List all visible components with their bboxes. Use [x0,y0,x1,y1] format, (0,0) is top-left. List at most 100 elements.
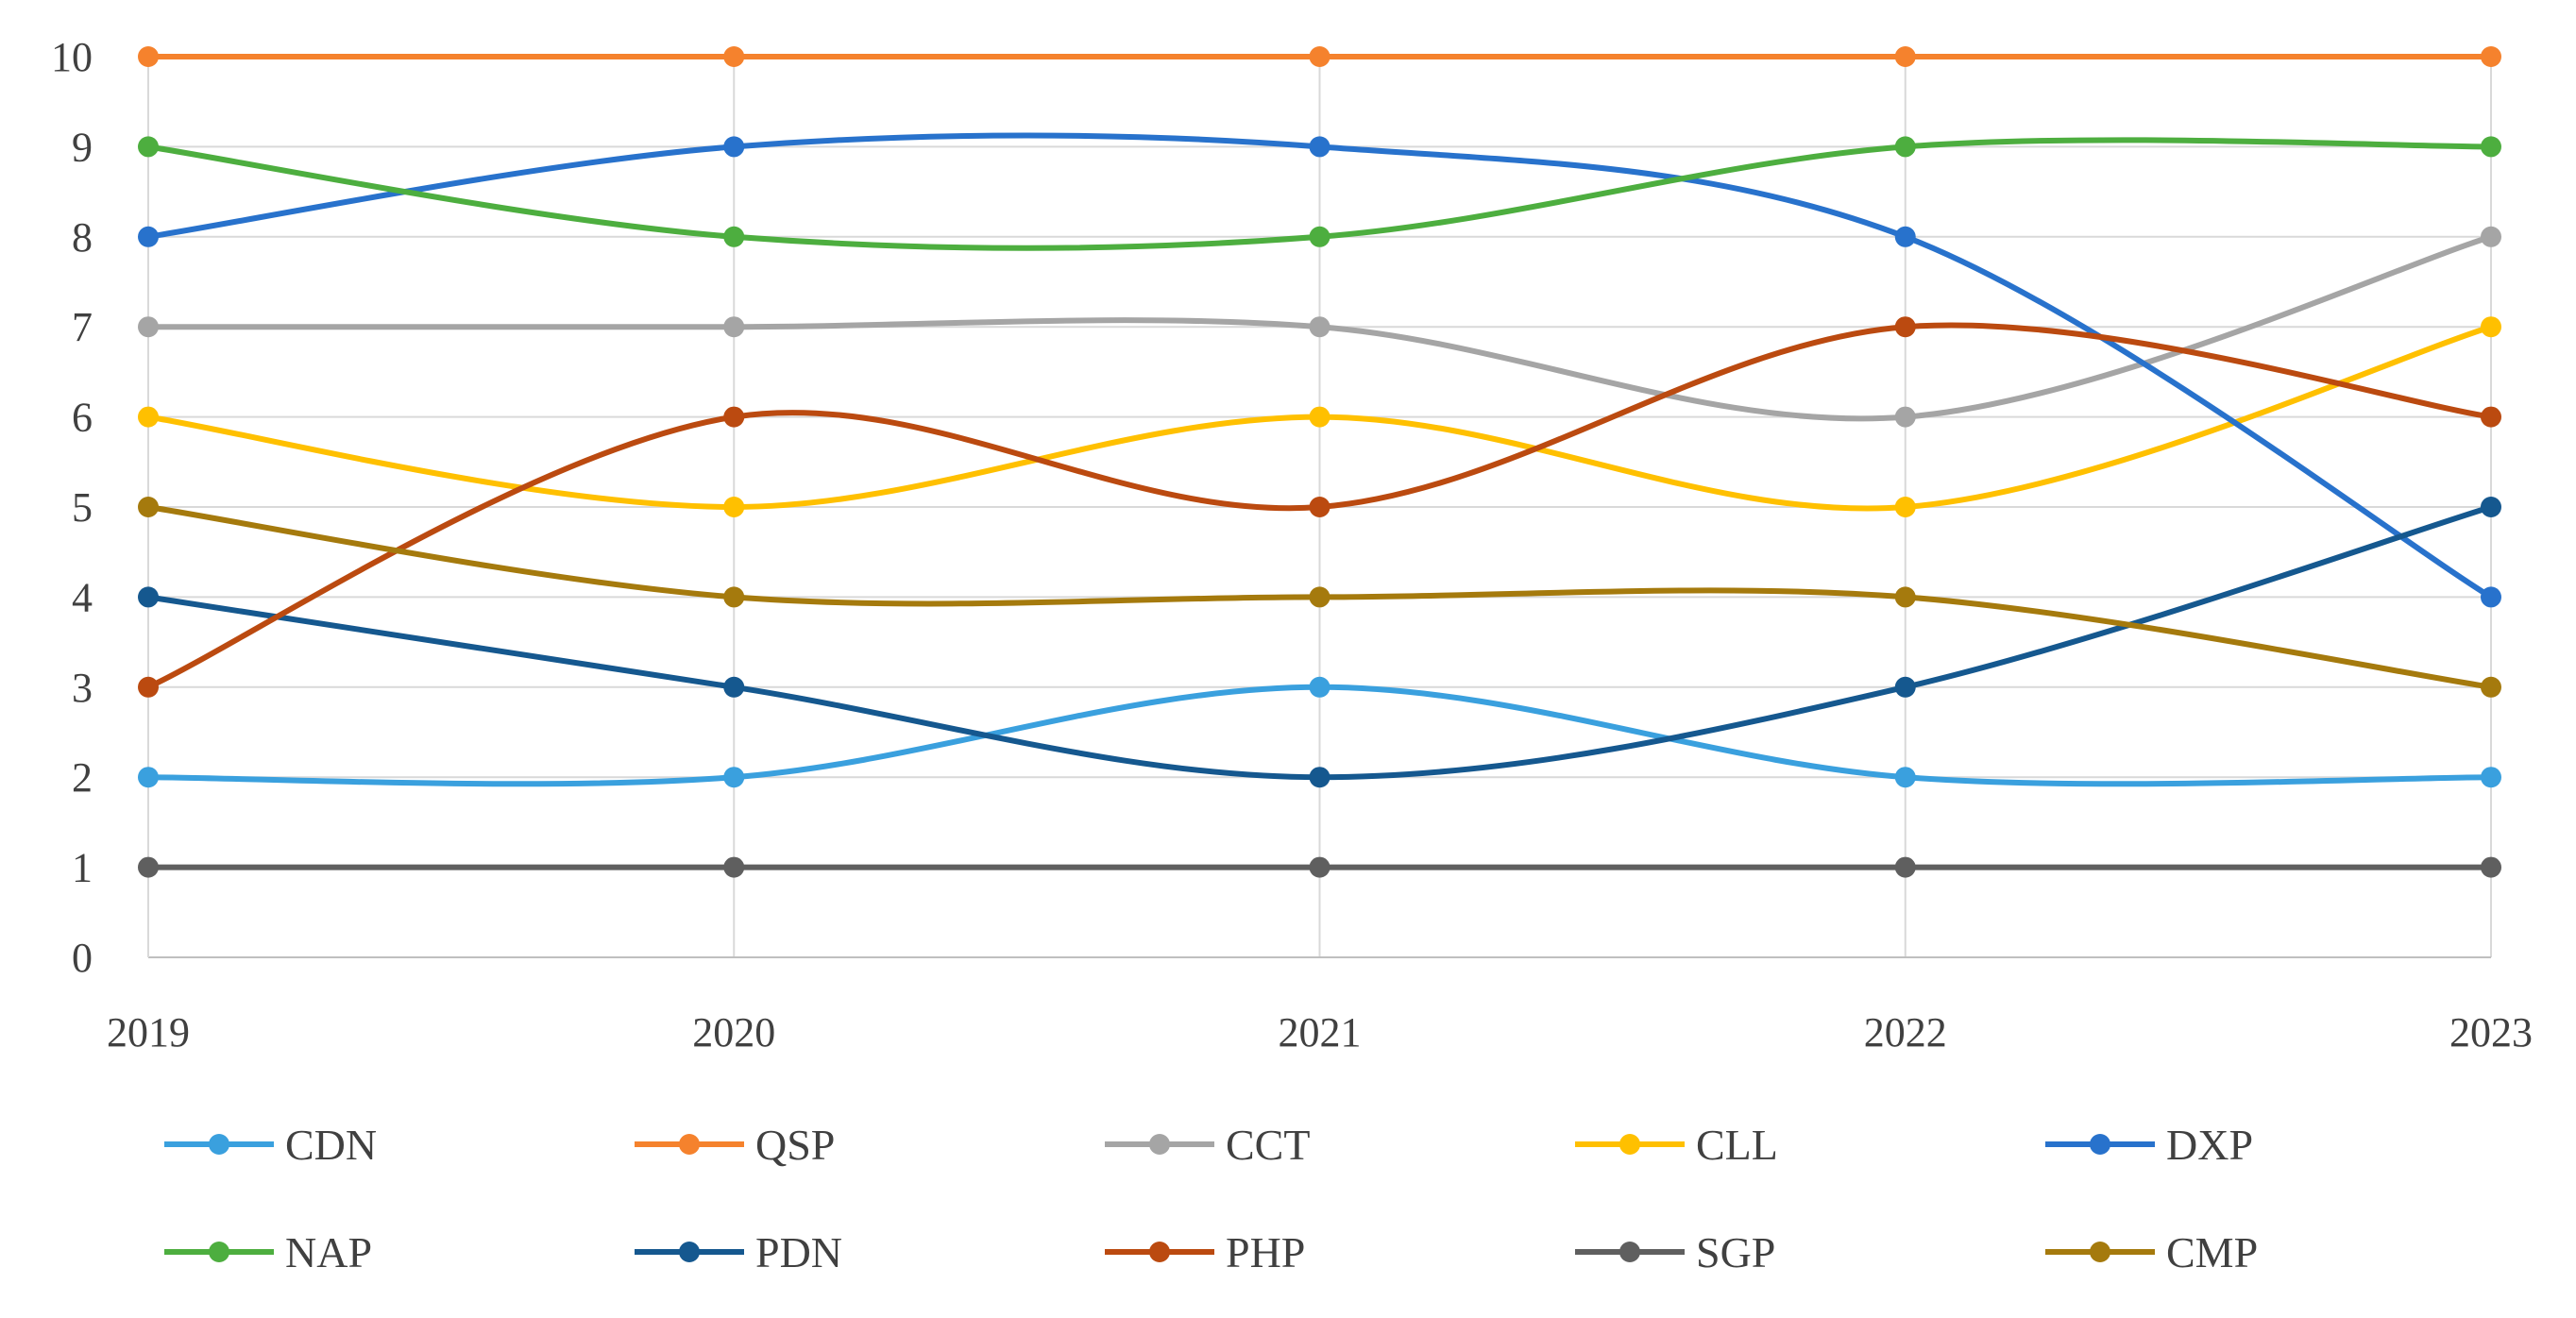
data-point-dxp-2023 [2481,586,2501,608]
data-point-cdn-2019 [138,767,159,788]
legend-item-dxp: DXP [2045,1121,2253,1169]
y-tick-label: 1 [72,845,93,891]
legend-label: DXP [2166,1121,2253,1169]
data-point-pdn-2021 [1309,767,1330,788]
y-tick-label: 7 [72,304,93,350]
data-point-nap-2019 [138,136,159,158]
legend-swatch-marker [209,1242,229,1262]
data-point-php-2019 [138,676,159,698]
data-point-cmp-2022 [1894,586,1916,608]
data-point-php-2022 [1894,316,1916,338]
data-point-cct-2023 [2481,226,2501,247]
data-point-dxp-2019 [138,226,159,247]
y-tick-label: 8 [72,214,93,261]
series-markers [138,46,2501,878]
legend: CDN QSP CCT CLL DXP NAP PDN PHP SGP CMP [164,1121,2258,1276]
legend-label: CLL [1696,1121,1778,1169]
legend-swatch-marker [679,1134,700,1155]
legend-item-php: PHP [1105,1228,1305,1276]
y-tick-label: 9 [72,124,93,170]
legend-swatch-marker [679,1242,700,1262]
data-point-nap-2021 [1309,226,1330,247]
legend-label: SGP [1696,1228,1775,1276]
legend-swatch-marker [1619,1242,1640,1262]
legend-item-nap: NAP [164,1228,372,1276]
data-point-nap-2023 [2481,136,2501,158]
data-point-dxp-2022 [1894,226,1916,247]
data-point-qsp-2023 [2481,46,2501,67]
data-point-cll-2021 [1309,406,1330,428]
x-tick-label: 2023 [2449,1009,2533,1056]
data-point-sgp-2023 [2481,856,2501,878]
legend-label: QSP [755,1121,835,1169]
legend-label: CMP [2166,1228,2258,1276]
x-tick-labels: 2019 2020 2021 2022 2023 [107,1009,2533,1056]
legend-label: NAP [285,1228,372,1276]
data-point-sgp-2022 [1894,856,1916,878]
data-point-dxp-2021 [1309,136,1330,158]
legend-swatch-marker [1149,1134,1170,1155]
legend-item-cmp: CMP [2045,1228,2258,1276]
legend-swatch-marker [1619,1134,1640,1155]
data-point-php-2020 [723,406,745,428]
legend-label: PDN [755,1228,842,1276]
data-point-qsp-2019 [138,46,159,67]
data-point-nap-2020 [723,226,745,247]
data-point-php-2021 [1309,497,1330,517]
data-point-cll-2023 [2481,316,2501,338]
data-point-cll-2019 [138,406,159,428]
legend-item-qsp: QSP [635,1121,835,1169]
legend-item-sgp: SGP [1575,1228,1775,1276]
data-point-pdn-2020 [723,676,745,698]
data-point-pdn-2022 [1894,676,1916,698]
legend-swatch-marker [209,1134,229,1155]
legend-item-pdn: PDN [635,1228,842,1276]
data-point-cct-2022 [1894,406,1916,428]
data-point-cct-2020 [723,316,745,338]
data-point-dxp-2020 [723,136,745,158]
data-point-sgp-2021 [1309,856,1330,878]
y-tick-label: 0 [72,935,93,981]
data-point-cll-2020 [723,497,745,517]
data-point-pdn-2019 [138,586,159,608]
data-point-cll-2022 [1894,497,1916,517]
y-tick-label: 2 [72,754,93,801]
data-point-php-2023 [2481,406,2501,428]
y-tick-label: 6 [72,395,93,441]
y-tick-label: 4 [72,574,93,620]
data-point-sgp-2019 [138,856,159,878]
legend-label: PHP [1226,1228,1305,1276]
legend-item-cll: CLL [1575,1121,1778,1169]
legend-label: CCT [1226,1121,1310,1169]
data-point-cdn-2022 [1894,767,1916,788]
data-point-cdn-2023 [2481,767,2501,788]
x-tick-label: 2020 [692,1009,775,1056]
data-point-cct-2019 [138,316,159,338]
legend-item-cdn: CDN [164,1121,377,1169]
data-point-qsp-2021 [1309,46,1330,67]
data-point-cmp-2023 [2481,676,2501,698]
y-tick-label: 5 [72,484,93,531]
data-point-qsp-2022 [1894,46,1916,67]
legend-label: CDN [285,1121,377,1169]
x-tick-label: 2019 [107,1009,190,1056]
y-tick-label: 10 [51,34,93,80]
data-point-cmp-2020 [723,586,745,608]
legend-swatch-marker [1149,1242,1170,1262]
y-tick-label: 3 [72,665,93,711]
legend-swatch-marker [2090,1242,2110,1262]
data-point-sgp-2020 [723,856,745,878]
data-point-cdn-2020 [723,767,745,788]
data-point-cmp-2021 [1309,586,1330,608]
data-point-cct-2021 [1309,316,1330,338]
y-tick-labels: 0 1 2 3 4 5 6 7 8 9 10 [51,34,93,981]
data-point-cmp-2019 [138,497,159,517]
legend-swatch-marker [2090,1134,2110,1155]
data-point-qsp-2020 [723,46,745,67]
data-point-pdn-2023 [2481,497,2501,517]
x-tick-label: 2022 [1864,1009,1947,1056]
data-point-cdn-2021 [1309,676,1330,698]
legend-item-cct: CCT [1105,1121,1310,1169]
